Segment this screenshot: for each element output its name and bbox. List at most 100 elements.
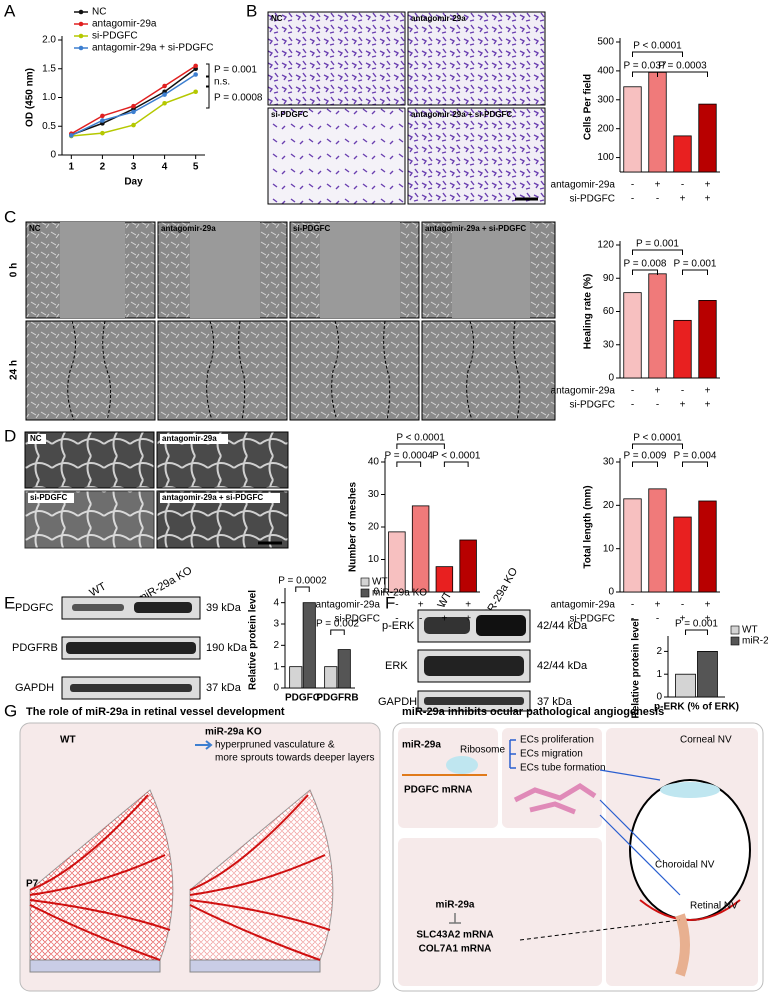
y-tick-label: 300 (597, 94, 614, 105)
bracket (632, 51, 683, 57)
image-label: antagomir-29a + si-PDGFC (411, 110, 512, 119)
bracket (206, 63, 210, 77)
point (162, 92, 167, 97)
treatment-name: si-PDGFC (569, 614, 615, 625)
bar (698, 300, 717, 379)
target-mrna: COL7A1 mRNA (419, 944, 492, 955)
note: more sprouts towards deeper layers (215, 753, 375, 764)
panel-label: C (4, 207, 16, 226)
panel-label: G (4, 701, 17, 720)
legend-swatch (360, 588, 370, 598)
wound-edge (67, 320, 112, 421)
y-tick-label: 3 (273, 619, 279, 630)
treatment-sign: + (705, 400, 711, 411)
legend-marker (78, 9, 84, 15)
legend-label: miR-29a KO (742, 636, 768, 647)
effect: ECs proliferation (520, 735, 594, 746)
micrograph (289, 320, 420, 421)
treatment-sign: - (631, 180, 634, 191)
bar (673, 135, 692, 173)
band-label: ERK (385, 660, 408, 672)
treatment-sign: + (705, 194, 711, 205)
row-label: 0 h (9, 263, 20, 277)
y-axis-label: Number of meshes (348, 482, 359, 572)
y-tick-label: 120 (597, 240, 614, 251)
label-bg (160, 493, 280, 503)
y-tick-label: 400 (597, 66, 614, 77)
retina-layer (29, 959, 161, 973)
point (193, 63, 198, 69)
y-tick-label: 30 (603, 339, 615, 350)
treatment-sign: + (705, 614, 711, 625)
wound-gap (320, 222, 400, 318)
image-label: si-PDGFC (271, 110, 309, 119)
wound-gap (190, 222, 260, 318)
annotation: P = 0.0008 (214, 93, 263, 104)
target-mrna: SLC43A2 mRNA (416, 930, 493, 941)
bar (324, 666, 338, 689)
y-axis-label: Relative protein level (631, 618, 642, 718)
panel-label: F (385, 593, 395, 612)
band (72, 604, 124, 611)
wound-edge (331, 320, 391, 421)
treatment-name: si-PDGFC (569, 400, 615, 411)
treatment-sign: - (656, 400, 659, 411)
band-size: 37 kDa (537, 696, 573, 708)
point (131, 122, 136, 128)
bar (673, 516, 692, 593)
y-tick-label: 10 (603, 543, 615, 554)
annotation: n.s. (214, 77, 230, 88)
inhibit-symbol (449, 913, 461, 924)
image-label: NC (29, 224, 41, 233)
bracket (295, 586, 310, 592)
box (502, 728, 602, 828)
lens (660, 782, 720, 798)
group-label: WT (60, 735, 76, 746)
band-size: 42/44 kDa (537, 620, 588, 632)
annotation: P = 0.001 (636, 239, 679, 250)
wound-edge (206, 320, 246, 421)
y-axis-label: Cells Per field (583, 74, 594, 140)
x-tick-label: PDGFC (285, 693, 320, 704)
inhibit-line (599, 769, 681, 896)
band-size: 42/44 kDa (537, 660, 588, 672)
wound-gap (60, 222, 125, 318)
bar (337, 649, 351, 689)
treatment-sign: - (443, 600, 446, 611)
legend-marker (78, 21, 84, 27)
point (100, 113, 105, 119)
micrograph (267, 107, 406, 205)
y-tick-label: 30 (603, 457, 615, 468)
x-tick-label: PDGFRB (316, 693, 358, 704)
point (100, 130, 105, 136)
band (70, 684, 192, 692)
band-label: GAPDH (378, 696, 417, 708)
panel-label: D (4, 426, 16, 445)
annotation: P = 0.008 (624, 259, 667, 270)
point (162, 83, 167, 89)
point (131, 103, 136, 109)
y-tick-label: 40 (368, 457, 380, 468)
y-tick-label: 0 (373, 587, 379, 598)
tube-images: NC antagomir-29a si-PDGFC antagomir-29a … (24, 431, 289, 549)
treatment-sign: - (419, 614, 422, 625)
treatment-sign: - (631, 600, 634, 611)
vessels (189, 794, 331, 961)
legend-label: NC (92, 7, 106, 18)
treatment-name: antagomir-29a (316, 600, 381, 611)
y-tick-label: 100 (597, 152, 614, 163)
bar (697, 651, 718, 698)
y-tick-label: 1.5 (42, 63, 56, 74)
bar (673, 319, 692, 379)
transwell-images: NC antagomir-29a si-PDGFC antagomir-29a … (267, 11, 546, 205)
schematic-right: miR-29a inhibits ocular pathological ang… (392, 706, 764, 992)
point (100, 118, 105, 123)
schematic-left: The role of miR-29a in retinal vessel de… (19, 706, 381, 992)
micrograph (407, 107, 546, 205)
ribosome-label: Ribosome (460, 745, 505, 756)
bracket (682, 269, 708, 275)
age-label: P7 (26, 879, 39, 890)
legend-swatch (730, 625, 740, 635)
y-tick-label: 2.0 (42, 35, 56, 46)
